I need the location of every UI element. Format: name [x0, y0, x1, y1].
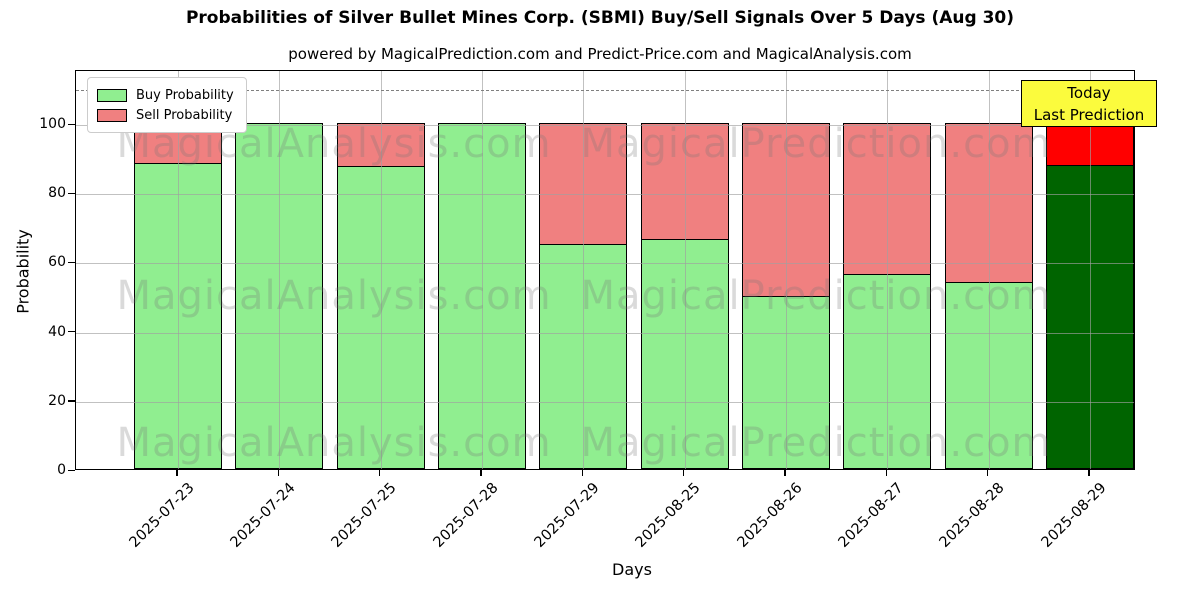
watermark-text: MagicalAnalysis.com [116, 420, 552, 466]
y-tick-label: 100 [39, 116, 66, 132]
y-tick-mark [68, 469, 75, 471]
watermark-text: MagicalPrediction.com [580, 121, 1052, 167]
gridline-horizontal [76, 332, 1134, 334]
sell-swatch-icon [97, 108, 127, 122]
gridline-vertical [684, 71, 686, 469]
today-annotation-line1: Today [1067, 84, 1111, 102]
y-tick-mark [68, 192, 75, 194]
x-tick-label: 2025-08-26 [734, 480, 806, 551]
page-subtitle: powered by MagicalPrediction.com and Pre… [288, 45, 912, 63]
x-tick-mark [581, 470, 584, 476]
page-title: Probabilities of Silver Bullet Mines Cor… [185, 8, 1015, 28]
y-tick-label: 20 [48, 392, 66, 409]
today-annotation-line2: Last Prediction [1033, 106, 1145, 124]
watermark-text: MagicalPrediction.com [580, 420, 1052, 466]
y-tick-label: 80 [48, 185, 66, 202]
x-tick-label: 2025-08-29 [1038, 480, 1110, 551]
y-tick-mark [68, 400, 75, 402]
dashed-threshold-line [76, 90, 1134, 92]
x-tick-mark [784, 470, 786, 476]
x-tick-label: 2025-07-24 [227, 480, 299, 551]
today-annotation: Today Last Prediction [1021, 80, 1157, 127]
y-tick-mark [68, 123, 75, 125]
legend-label-buy: Buy Probability [136, 87, 234, 103]
x-tick-mark [1088, 470, 1090, 476]
x-tick-mark [277, 470, 280, 476]
legend-label-sell: Sell Probability [136, 107, 233, 123]
x-tick-mark [885, 470, 887, 476]
gridline-vertical [887, 71, 889, 469]
watermark-layer: MagicalAnalysis.com MagicalPrediction.com… [76, 71, 1134, 469]
x-tick-label: 2025-07-23 [126, 480, 198, 551]
y-tick-label: 0 [57, 462, 66, 478]
x-tick-label: 2025-07-25 [329, 480, 400, 551]
x-tick-label: 2025-08-27 [835, 480, 907, 551]
watermark-text: MagicalAnalysis.com [116, 273, 552, 319]
watermark-text: MagicalPrediction.com [580, 273, 1052, 319]
x-tick-label: 2025-08-25 [633, 480, 704, 551]
y-tick-mark [68, 331, 75, 333]
y-tick-mark [68, 261, 75, 264]
x-tick-mark [176, 470, 178, 476]
gridline-horizontal [76, 401, 1134, 403]
gridline-vertical [583, 71, 585, 469]
x-tick-mark [683, 470, 685, 476]
gridline-vertical [380, 71, 382, 469]
x-tick-label: 2025-07-29 [531, 480, 603, 551]
gridline-horizontal [76, 263, 1134, 265]
x-tick-label: 2025-07-28 [430, 480, 502, 551]
legend-item-buy: Buy Probability [97, 85, 237, 105]
buy-swatch-icon [97, 88, 127, 102]
legend-item-sell: Sell Probability [97, 105, 237, 125]
gridline-vertical [279, 71, 281, 469]
gridline-vertical [988, 71, 990, 469]
x-tick-mark [379, 470, 381, 476]
y-tick-label: 40 [48, 323, 66, 340]
plot-area: MagicalAnalysis.com MagicalPrediction.com… [75, 70, 1135, 470]
y-tick-label: 60 [48, 254, 66, 271]
x-tick-label: 2025-08-28 [937, 480, 1008, 551]
x-tick-mark [987, 470, 989, 476]
gridline-horizontal [76, 125, 1134, 126]
gridline-horizontal [76, 194, 1134, 196]
x-tick-mark [480, 470, 482, 476]
gridline-vertical [1089, 71, 1091, 469]
x-axis-label: Days [612, 560, 652, 579]
gridline-vertical [481, 71, 483, 469]
gridline-vertical [785, 71, 787, 469]
grid-layer [76, 71, 1134, 469]
legend: Buy Probability Sell Probability [87, 77, 247, 133]
gridline-vertical [178, 71, 179, 469]
